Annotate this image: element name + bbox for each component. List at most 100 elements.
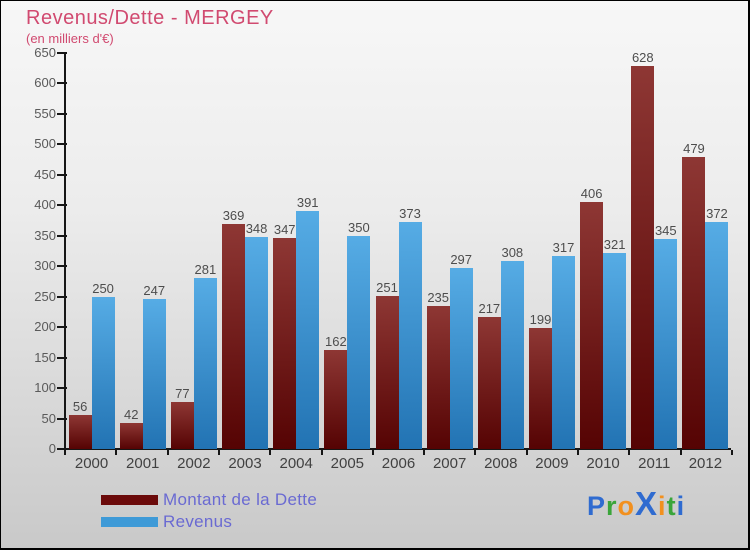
y-tick-mark xyxy=(57,387,67,390)
y-tick-mark xyxy=(57,52,67,54)
x-tick-mark xyxy=(525,450,528,455)
bar-dette: 56 xyxy=(68,399,92,449)
bar-revenus: 281 xyxy=(193,262,217,449)
bar-revenus: 373 xyxy=(398,206,422,449)
x-tick-label: 2011 xyxy=(638,455,671,472)
bar-group: 42 247 xyxy=(117,283,168,449)
x-tick-mark xyxy=(731,450,733,455)
bar-value-label: 77 xyxy=(175,386,190,402)
y-tick-mark xyxy=(57,417,67,420)
bar-dette: 77 xyxy=(170,386,194,449)
x-tick-mark xyxy=(577,450,580,455)
bar-group: 251 373 xyxy=(373,206,424,449)
y-tick-label: 0 xyxy=(48,441,56,456)
bar-dette: 199 xyxy=(528,312,552,449)
x-tick-label: 2004 xyxy=(279,455,313,472)
x-tick-label: 2003 xyxy=(228,455,262,472)
bar-dette: 251 xyxy=(375,280,399,449)
y-tick-mark xyxy=(57,448,67,450)
bar-value-label: 308 xyxy=(501,245,524,261)
logo-letter: P xyxy=(587,491,607,521)
bar-value-label: 345 xyxy=(654,222,677,238)
x-tick-mark xyxy=(320,450,323,455)
x-tick-mark xyxy=(217,450,220,455)
bar-dette: 369 xyxy=(222,208,246,449)
bar-value-label: 373 xyxy=(399,205,421,221)
bar-revenus: 391 xyxy=(296,195,320,449)
bar-value-label: 372 xyxy=(706,206,728,222)
bar-dette: 347 xyxy=(273,222,297,449)
y-tick-label: 300 xyxy=(34,258,56,274)
bar-value-label: 321 xyxy=(603,237,626,253)
x-tick-label: 2008 xyxy=(484,455,518,472)
y-axis-line xyxy=(64,52,66,450)
y-tick-mark xyxy=(57,82,67,85)
x-tick-mark xyxy=(371,450,374,455)
bar-value-label: 250 xyxy=(92,280,114,296)
bar-group: 479 372 xyxy=(680,141,731,449)
bar-group: 347 391 xyxy=(271,195,322,449)
y-tick-mark xyxy=(57,173,67,176)
bar-revenus: 297 xyxy=(449,252,473,449)
y-tick-mark xyxy=(57,326,67,329)
bar-group: 235 297 xyxy=(424,252,475,449)
bar-dette: 406 xyxy=(580,186,604,449)
x-axis-line xyxy=(64,448,731,450)
logo-letter: o xyxy=(617,491,636,521)
bar-value-label: 56 xyxy=(72,398,88,414)
x-tick-label: 2009 xyxy=(535,455,569,472)
bar-group: 217 308 xyxy=(475,245,526,449)
bar-revenus: 317 xyxy=(551,240,575,449)
chart-title: Revenus/Dette - MERGEY xyxy=(26,7,274,29)
x-tick-label: 2000 xyxy=(74,455,109,472)
x-tick-label: 2002 xyxy=(177,455,211,472)
bar-group: 162 350 xyxy=(322,220,373,449)
bar-group: 199 317 xyxy=(526,240,577,449)
bar-revenus: 308 xyxy=(500,245,524,449)
y-tick-mark xyxy=(57,356,67,359)
bar-revenus: 247 xyxy=(142,283,166,449)
proxiti-logo[interactable]: ProXiti xyxy=(587,485,685,523)
bar-group: 56 250 xyxy=(66,281,117,449)
y-tick-mark xyxy=(57,143,67,146)
y-tick-label: 100 xyxy=(34,380,56,396)
x-tick-label: 2006 xyxy=(381,455,416,472)
y-tick-label: 550 xyxy=(34,105,56,121)
bar-value-label: 317 xyxy=(552,239,575,255)
x-tick-mark xyxy=(64,450,66,455)
x-tick-mark xyxy=(679,450,682,455)
bar-revenus: 321 xyxy=(603,237,627,449)
bar-group: 406 321 xyxy=(578,186,629,449)
bar-value-label: 247 xyxy=(143,282,166,298)
bar-value-label: 199 xyxy=(529,311,552,327)
legend-label: Montant de la Dette xyxy=(163,490,318,509)
x-tick-mark xyxy=(115,450,118,455)
x-tick-mark xyxy=(269,450,272,455)
bar-dette: 235 xyxy=(426,290,450,449)
bar-group: 77 281 xyxy=(168,262,219,449)
bar-dette: 217 xyxy=(477,301,501,449)
y-tick-label: 400 xyxy=(34,197,56,213)
x-tick-mark xyxy=(423,450,426,455)
chart-subtitle: (en milliers d'€) xyxy=(26,31,114,46)
legend-label: Revenus xyxy=(163,512,233,531)
y-tick-label: 350 xyxy=(34,227,56,243)
bar-dette: 479 xyxy=(682,141,706,449)
bar-revenus: 250 xyxy=(91,281,115,449)
bar-value-label: 162 xyxy=(325,334,347,350)
y-tick-label: 200 xyxy=(34,319,56,335)
y-tick-mark xyxy=(57,295,67,298)
bar-value-label: 369 xyxy=(222,208,245,224)
bar-dette: 42 xyxy=(119,407,143,449)
bar-revenus: 372 xyxy=(705,206,729,449)
x-tick-mark xyxy=(474,450,477,455)
legend-item: Montant de la Dette xyxy=(101,490,317,510)
y-tick-mark xyxy=(57,265,67,268)
x-tick-label: 2012 xyxy=(688,455,723,472)
y-tick-mark xyxy=(57,234,67,237)
logo-letter: i xyxy=(676,491,686,521)
bar-value-label: 42 xyxy=(124,407,139,423)
bar-value-label: 479 xyxy=(683,141,705,157)
logo-letter: i xyxy=(658,491,667,521)
